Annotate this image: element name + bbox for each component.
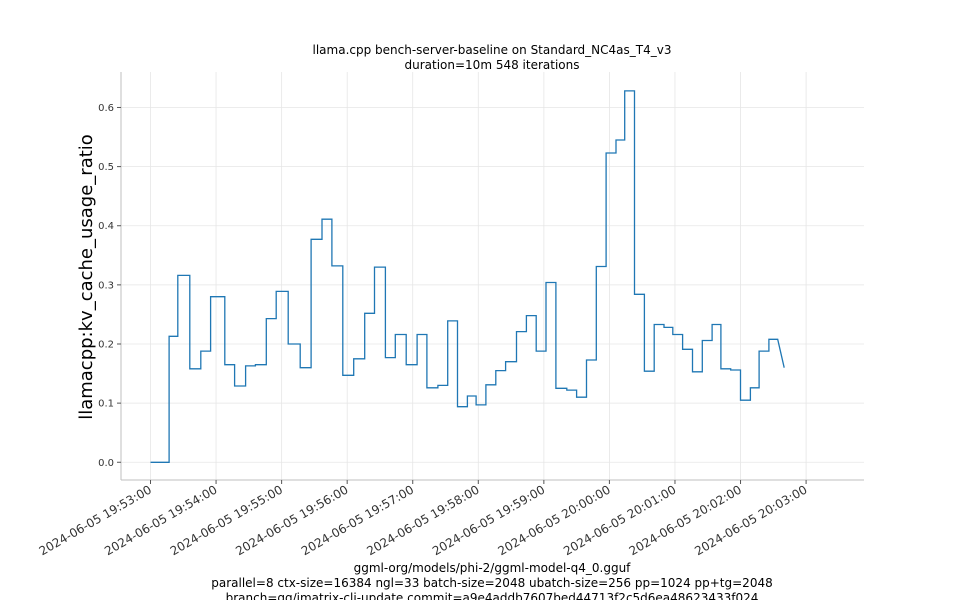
- y-axis-label: llamacpp:kv_cache_usage_ratio: [76, 134, 97, 420]
- footer-line-1: ggml-org/models/phi-2/ggml-model-q4_0.gg…: [354, 561, 632, 575]
- footer-line-3: branch=gg/imatrix-cli-update commit=a9e4…: [226, 591, 759, 600]
- y-tick-label: 0.1: [98, 399, 114, 410]
- chart-subtitle: duration=10m 548 iterations: [405, 58, 580, 72]
- x-tick-label: 2024-06-05 19:57:00: [299, 482, 416, 558]
- x-tick-label: 2024-06-05 20:02:00: [627, 482, 744, 558]
- chart-title: llama.cpp bench-server-baseline on Stand…: [313, 43, 672, 57]
- plot-area: [121, 72, 864, 480]
- x-tick-label: 2024-06-05 19:59:00: [430, 482, 547, 558]
- footer-line-2: parallel=8 ctx-size=16384 ngl=33 batch-s…: [211, 576, 772, 590]
- y-axis: 0.0 0.1 0.2 0.3 0.4 0.5 0.6: [98, 103, 121, 469]
- y-tick-label: 0.6: [98, 103, 114, 114]
- y-tick-label: 0.2: [98, 340, 114, 351]
- series-line: [150, 90, 785, 463]
- y-tick-label: 0.0: [98, 458, 114, 469]
- x-tick-label: 2024-06-05 19:56:00: [233, 482, 350, 558]
- y-tick-label: 0.3: [98, 280, 114, 291]
- x-tick-label: 2024-06-05 20:01:00: [561, 482, 678, 558]
- x-tick-label: 2024-06-05 20:03:00: [692, 482, 809, 558]
- x-tick-label: 2024-06-05 19:53:00: [37, 482, 154, 558]
- grid-lines: [121, 72, 864, 480]
- x-tick-label: 2024-06-05 20:00:00: [496, 482, 613, 558]
- x-tick-label: 2024-06-05 19:54:00: [102, 482, 219, 558]
- x-tick-label: 2024-06-05 19:55:00: [168, 482, 285, 558]
- y-tick-label: 0.5: [98, 162, 114, 173]
- x-tick-label: 2024-06-05 19:58:00: [364, 482, 481, 558]
- y-tick-label: 0.4: [98, 221, 114, 232]
